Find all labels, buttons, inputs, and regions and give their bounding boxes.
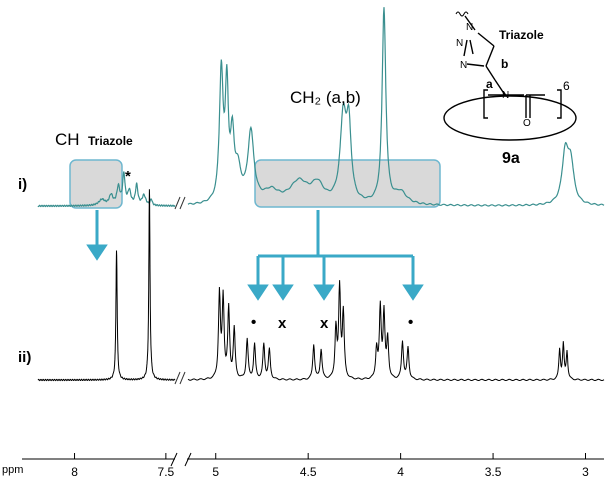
structure-9a: [443, 11, 577, 141]
x-tick-label: 3.5: [485, 465, 502, 479]
arrows: [86, 210, 424, 301]
x-tick-label: 7.5: [158, 465, 175, 479]
x-marker-2: x: [320, 315, 329, 332]
amide-n-atom: N: [502, 90, 509, 101]
x-marker-1: x: [278, 315, 287, 332]
spectrum-i-segment-1: [37, 171, 176, 208]
label-b: b: [501, 57, 508, 71]
spectra-traces: [37, 7, 605, 382]
repeat-count: 6: [563, 79, 570, 93]
structure-text: N N N N O Triazole b a 6 9a: [456, 22, 570, 167]
spectrum-ii-segment-2: [187, 280, 605, 382]
x-tick-label: 4: [397, 465, 404, 479]
triazole-subscript: Triazole: [88, 134, 133, 148]
dot-marker-2: •: [408, 314, 413, 331]
x-tick-label: 3: [582, 465, 589, 479]
ch2-highlight-box: [254, 159, 441, 208]
x-axis-ticks: 8 7.5 5 4.5 4 3.5 3: [71, 453, 589, 479]
n2-atom: N: [456, 38, 463, 49]
carbonyl-o-atom: O: [523, 118, 531, 129]
label-a: a: [486, 77, 493, 91]
ch-triazole-label: CH Triazole: [55, 130, 133, 149]
dot-marker-1: •: [251, 314, 256, 331]
x-tick-label: 8: [71, 465, 78, 479]
n3-atom: N: [460, 60, 467, 71]
ch-label: CH: [55, 130, 80, 149]
trace-break-marks: [174, 196, 186, 385]
asterisk-marker: *: [125, 168, 131, 185]
spectrum-ii-segment-1: [37, 189, 176, 382]
structure-title: Triazole: [499, 28, 544, 42]
n1-atom: N: [466, 22, 473, 33]
compound-label: 9a: [502, 150, 520, 167]
x-axis-label: ppm: [2, 464, 23, 476]
x-tick-label: 5: [212, 465, 219, 479]
triazole-highlight-box: [69, 159, 123, 209]
trace-label-i: i): [18, 176, 27, 193]
ch2-label: CH₂ (a,b): [290, 88, 361, 107]
trace-label-ii: ii): [18, 349, 31, 366]
spectrum-i-segment-2: [187, 7, 605, 207]
x-axis: 8 7.5 5 4.5 4 3.5 3 ppm: [2, 452, 604, 479]
x-tick-label: 4.5: [300, 465, 317, 479]
